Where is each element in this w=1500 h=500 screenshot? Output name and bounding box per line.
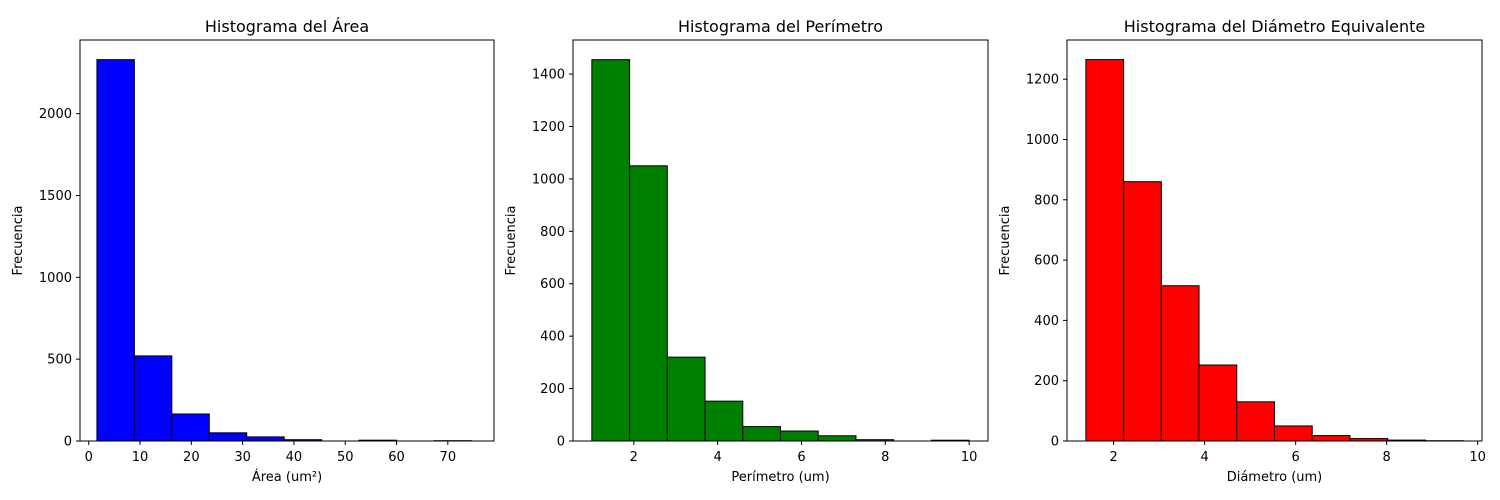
bar xyxy=(704,400,744,442)
x-tick-label: 8 xyxy=(1383,450,1391,465)
x-tick-label: 2 xyxy=(1110,450,1118,465)
y-tick-label: 1500 xyxy=(39,189,72,204)
y-axis-label: Frecuencia xyxy=(504,206,519,276)
x-tick-label: 0 xyxy=(85,450,93,465)
axes-frame xyxy=(1066,39,1483,442)
bar xyxy=(1236,401,1275,442)
bar xyxy=(666,356,706,442)
y-tick-label: 2000 xyxy=(39,107,72,122)
x-tick-label: 4 xyxy=(713,450,721,465)
x-axis-label: Diámetro (um) xyxy=(1227,470,1323,485)
chart-title: Histograma del Perímetro xyxy=(678,17,883,36)
x-tick-label: 10 xyxy=(1469,450,1486,465)
chart-title: Histograma del Área xyxy=(205,17,369,36)
x-tick-label: 6 xyxy=(797,450,805,465)
bar xyxy=(742,426,781,442)
x-tick-label: 50 xyxy=(337,450,354,465)
x-tick-label: 6 xyxy=(1292,450,1300,465)
x-tick-label: 40 xyxy=(286,450,303,465)
y-tick-label: 200 xyxy=(1034,374,1059,389)
axes-frame xyxy=(572,39,989,442)
y-tick-label: 800 xyxy=(540,225,565,240)
x-axis-label: Área (um²) xyxy=(252,469,322,485)
x-tick-label: 10 xyxy=(132,450,149,465)
bar xyxy=(1311,435,1351,442)
bar xyxy=(1274,425,1313,442)
bar xyxy=(133,355,173,442)
y-tick-label: 800 xyxy=(1034,193,1059,208)
y-tick-label: 1000 xyxy=(532,172,565,187)
bar xyxy=(96,59,135,442)
y-tick-label: 200 xyxy=(540,382,565,397)
x-tick-label: 60 xyxy=(388,450,405,465)
bar xyxy=(1198,364,1238,442)
bar xyxy=(1085,59,1125,442)
bar xyxy=(246,436,285,442)
y-tick-label: 500 xyxy=(47,353,72,368)
y-tick-label: 400 xyxy=(1034,314,1059,329)
x-tick-label: 2 xyxy=(630,450,638,465)
bar xyxy=(1160,285,1200,442)
x-tick-label: 4 xyxy=(1201,450,1209,465)
histogram-panel-3: 2 4 6 8 10 0 200 400 600 800 1000 1200 Histograma de… xyxy=(998,17,1486,485)
bar xyxy=(208,432,248,442)
histogram-panel-2: 2 4 6 8 10 0 200 400 600 800 1000 1200 1400 Histogram… xyxy=(504,17,989,485)
x-tick-label: 8 xyxy=(881,450,889,465)
y-tick-label: 400 xyxy=(540,330,565,345)
bar xyxy=(1123,181,1162,442)
y-tick-label: 0 xyxy=(557,435,565,450)
bar xyxy=(591,59,631,442)
axes-frame xyxy=(79,39,495,442)
bar xyxy=(171,413,210,442)
y-axis-label: Frecuencia xyxy=(998,206,1013,276)
bar xyxy=(629,165,668,442)
y-tick-label: 0 xyxy=(1051,435,1059,450)
y-tick-label: 1200 xyxy=(1026,73,1059,88)
y-tick-label: 1000 xyxy=(1026,133,1059,148)
y-tick-label: 0 xyxy=(64,435,72,450)
chart-title: Histograma del Diámetro Equivalente xyxy=(1124,17,1425,36)
bar xyxy=(817,435,857,442)
bar xyxy=(780,430,819,442)
y-tick-label: 1200 xyxy=(532,120,565,135)
x-axis-label: Perímetro (um) xyxy=(731,470,829,485)
y-tick-label: 600 xyxy=(1034,254,1059,269)
y-axis-label: Frecuencia xyxy=(11,206,26,276)
x-tick-label: 70 xyxy=(440,450,457,465)
y-tick-label: 1400 xyxy=(532,68,565,83)
y-tick-label: 1000 xyxy=(39,271,72,286)
x-tick-label: 30 xyxy=(234,450,251,465)
x-tick-label: 10 xyxy=(961,450,978,465)
histogram-panel-1: 0 10 20 30 40 50 60 70 0 500 1000 1500 2000 Histogram… xyxy=(11,17,495,485)
x-tick-label: 20 xyxy=(183,450,200,465)
y-tick-label: 600 xyxy=(540,277,565,292)
